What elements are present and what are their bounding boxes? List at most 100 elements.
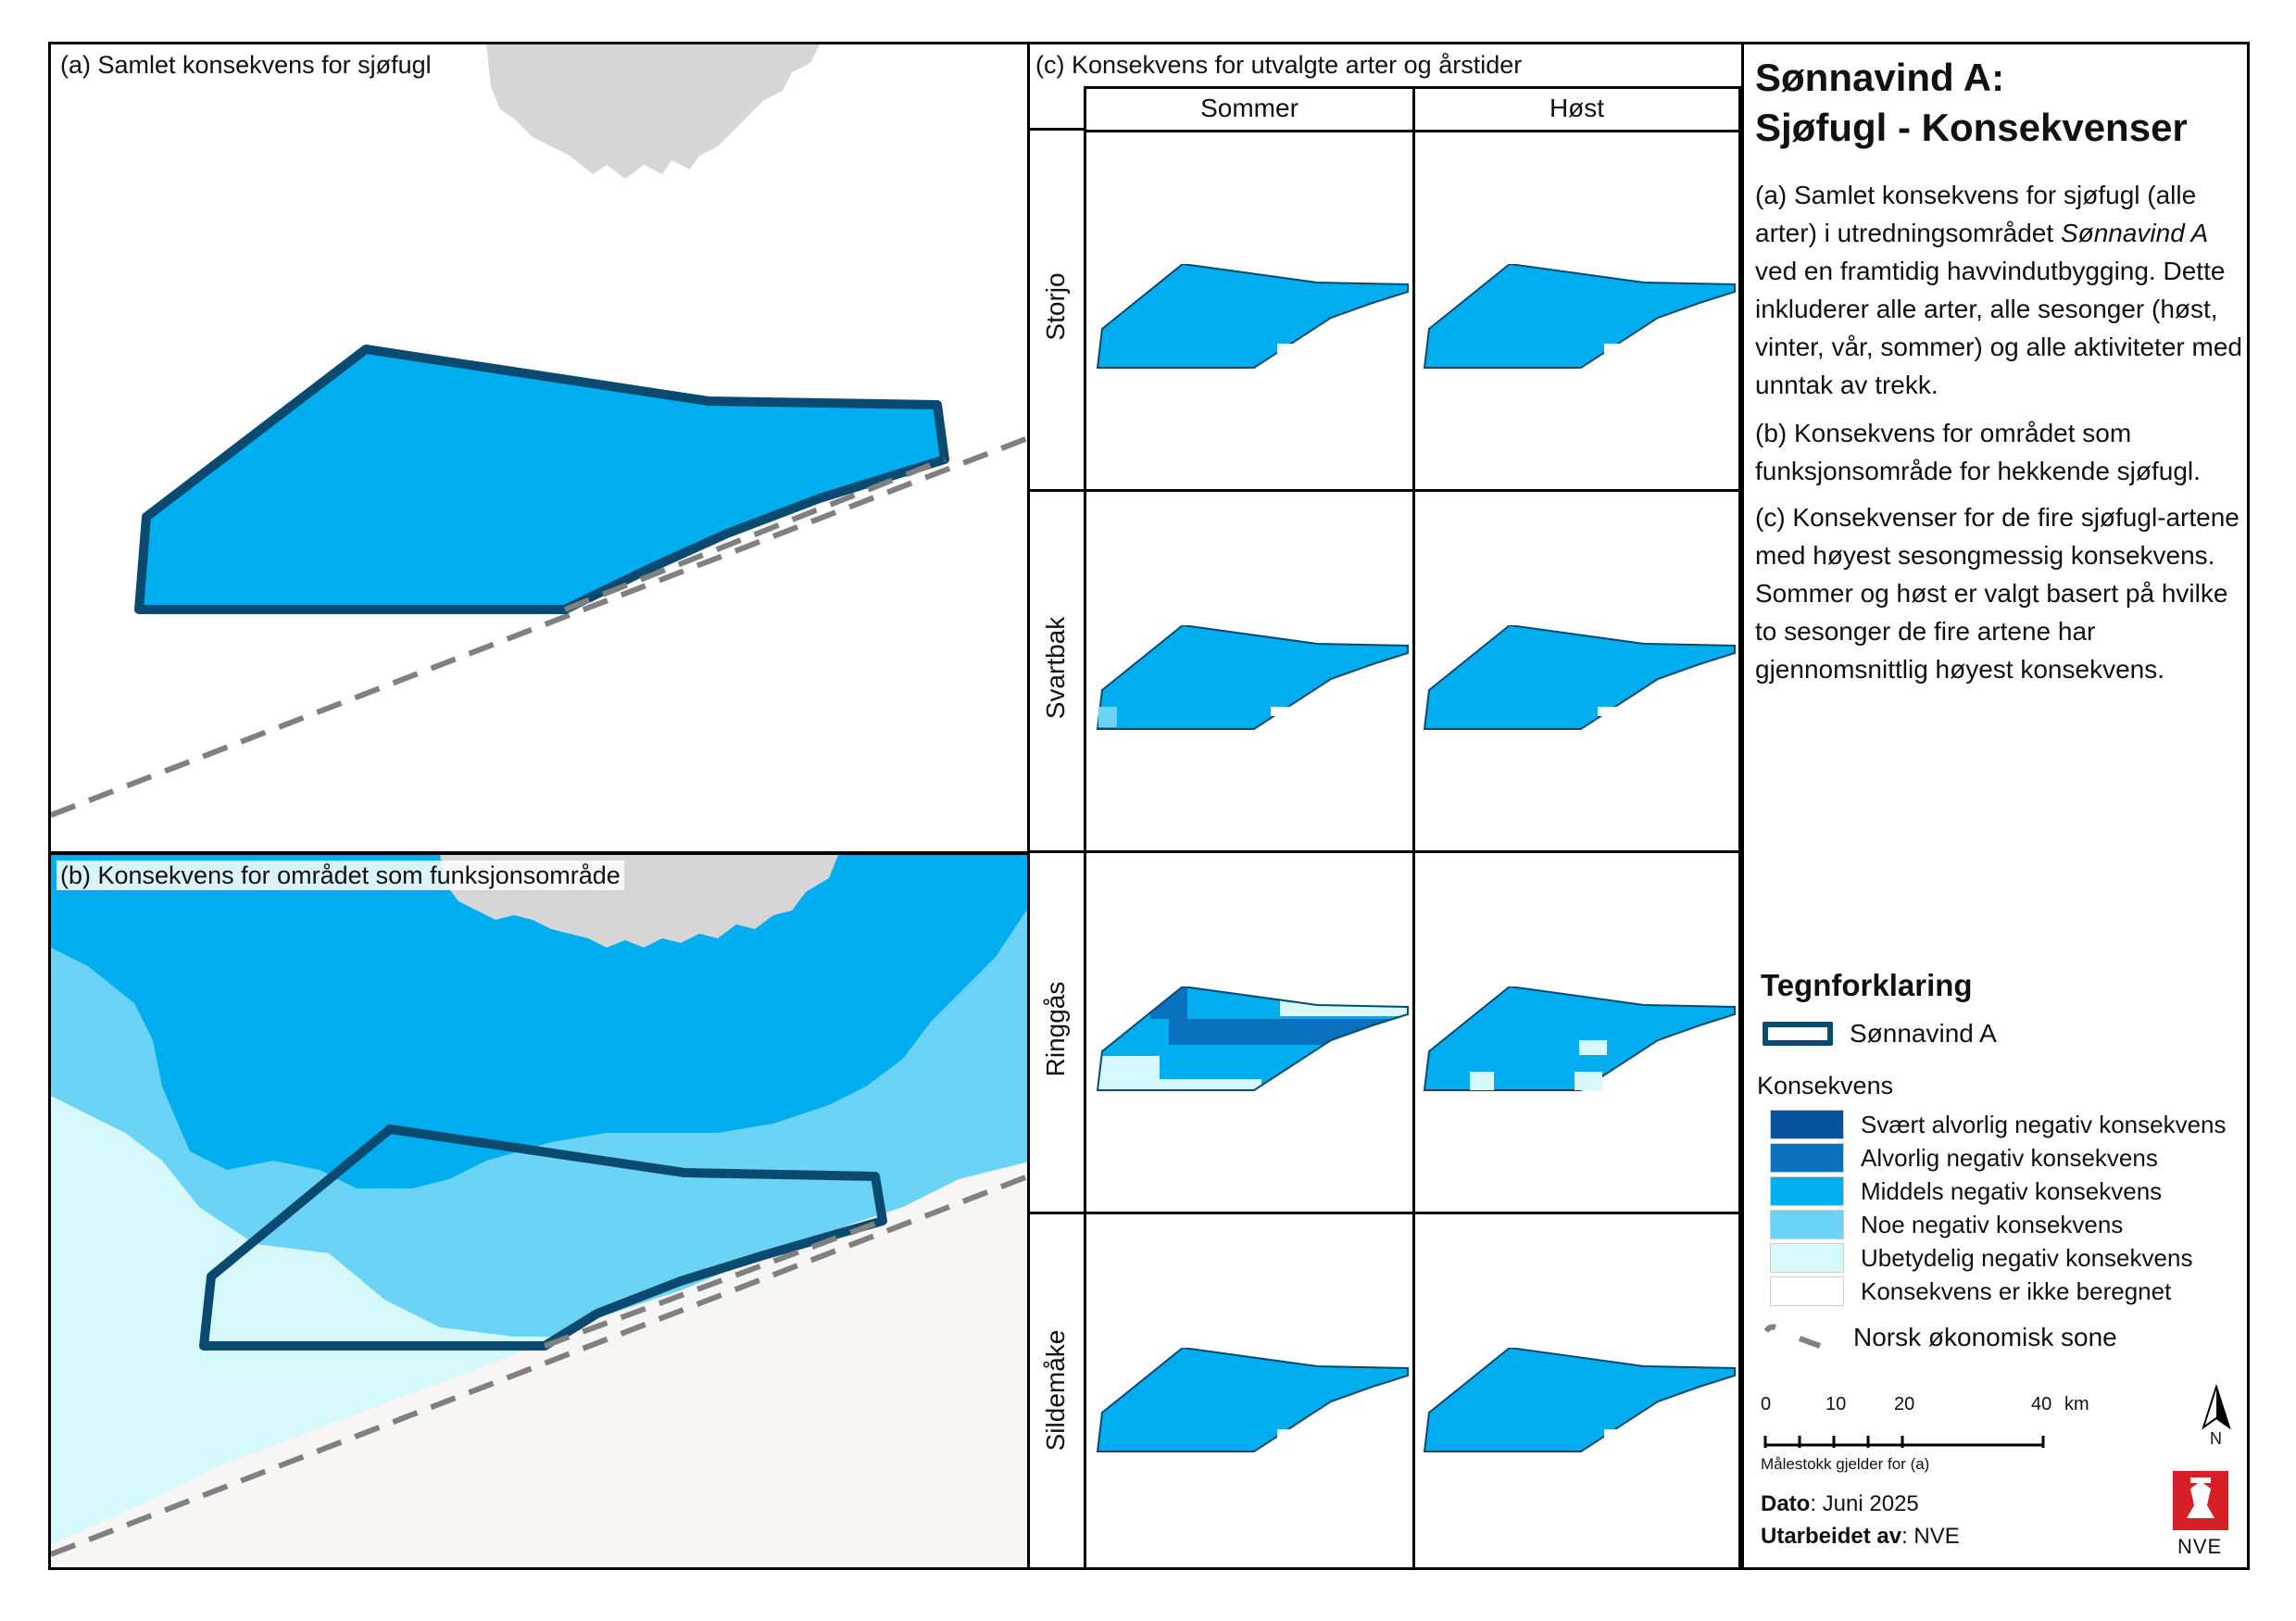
- eez-line-over-area: [563, 457, 947, 612]
- description-a-pre: (a) Samlet konsekvens for sjøfugl (alle …: [1755, 181, 2197, 247]
- description-b: (b) Konsekvens for området som funksjons…: [1755, 419, 2201, 485]
- legend-swatch: [1770, 1176, 1844, 1206]
- panel-a-canvas: [51, 44, 1027, 818]
- map-ringgas-sommer: [1096, 986, 1409, 1091]
- grid-line: [1028, 850, 1741, 853]
- eez-line: [51, 435, 1027, 818]
- legend-class-label: Alvorlig negativ konsekvens: [1861, 1143, 2158, 1172]
- nve-logo-text: NVE: [2177, 1535, 2223, 1558]
- panel-c-grid: (c) Konsekvens for utvalgte arter og års…: [1028, 42, 1741, 1570]
- scale-tick-10: 10: [1826, 1394, 1847, 1414]
- scale-tick-0: 0: [1761, 1394, 1772, 1414]
- scale-tick-40: 40: [2031, 1394, 2052, 1414]
- legend-class-label: Middels negativ konsekvens: [1861, 1176, 2163, 1205]
- legend-swatch: [1770, 1110, 1844, 1139]
- north-arrow-icon: [2202, 1383, 2231, 1430]
- legend-title: Tegnforklaring: [1761, 968, 1973, 1002]
- not-calculated-cell: [1604, 1429, 1623, 1440]
- north-arrow: N: [2198, 1383, 2235, 1450]
- grid-line: [1412, 86, 1415, 1570]
- legend-area-label: Sønnavind A: [1850, 1019, 1997, 1048]
- title-line-1: Sønnavind A:: [1755, 56, 2005, 99]
- nve-logo: NVE: [2170, 1468, 2231, 1561]
- not-calculated-cell: [1277, 344, 1296, 357]
- legend-class-label: Ubetydelig negativ konsekvens: [1861, 1243, 2193, 1272]
- legend-class-label: Konsekvens er ikke beregnet: [1861, 1276, 2172, 1305]
- legend-area: Sønnavind A: [1763, 1019, 1997, 1049]
- middels-region: [51, 855, 1027, 1188]
- page-title: Sønnavind A: Sjøfugl - Konsekvenser: [1755, 53, 2188, 153]
- eez-line: [51, 1174, 1027, 1557]
- legend-swatch: [1770, 1210, 1844, 1239]
- map-sildemake-host: [1423, 1348, 1736, 1452]
- panel-a-title: (a) Samlet konsekvens for sjøfugl: [56, 50, 435, 80]
- author-line: Utarbeidet av: NVE: [1761, 1524, 1960, 1550]
- nve-logo-emblem: [2173, 1471, 2228, 1530]
- outside-sea-region: [51, 1162, 1027, 1567]
- legend-swatch: [1770, 1243, 1844, 1273]
- legend-class: Noe negativ konsekvens: [1770, 1210, 2123, 1239]
- sonnavind-a-outline: [199, 1125, 887, 1351]
- map-ringgas-host: [1423, 986, 1736, 1091]
- description-a-italic: Sønnavind A: [2060, 219, 2209, 247]
- map-svartbak-host: [1423, 625, 1736, 730]
- map-storjo-sommer: [1096, 264, 1409, 369]
- panel-c-title: (c) Konsekvens for utvalgte arter og års…: [1035, 51, 1523, 79]
- map-storjo-host: [1423, 264, 1736, 369]
- author-value: : NVE: [1901, 1524, 1960, 1549]
- date-line: Dato: Juni 2025: [1761, 1491, 1919, 1517]
- north-label: N: [2210, 1429, 2222, 1448]
- map-svartbak-sommer: [1096, 625, 1409, 730]
- description-a-post: ved en framtidig havvindutbygging. Dette…: [1755, 257, 2242, 399]
- scale-bar: 0 10 20 40 km Målestokk gjelder for (a): [1761, 1394, 2089, 1473]
- scale-note: Målestokk gjelder for (a): [1761, 1455, 1930, 1473]
- eez-line-over-area: [543, 1218, 885, 1349]
- legend-class-label: Noe negativ konsekvens: [1861, 1210, 2124, 1238]
- panel-b-title: (b) Konsekvens for området som funksjons…: [56, 861, 624, 890]
- coastline-land: [486, 44, 820, 179]
- column-header-sommer: Sommer: [1200, 94, 1299, 122]
- map-sildemake-sommer: [1096, 1348, 1409, 1452]
- legend-class: Ubetydelig negativ konsekvens: [1770, 1243, 2192, 1273]
- row-header-svartbak: Svartbak: [1041, 616, 1070, 720]
- side-panel: Sønnavind A: Sjøfugl - Konsekvenser (a) …: [1741, 42, 2250, 1570]
- legend-eez-symbol: [1764, 1324, 1822, 1349]
- legend-class: Konsekvens er ikke beregnet: [1770, 1276, 2171, 1306]
- legend-konsekvens-heading: Konsekvens: [1757, 1072, 1894, 1100]
- description-a: (a) Samlet konsekvens for sjøfugl (alle …: [1755, 176, 2246, 404]
- legend-class: Alvorlig negativ konsekvens: [1770, 1143, 2158, 1173]
- ubetydelig-cell: [1579, 1040, 1607, 1055]
- panel-b-canvas: [51, 855, 1027, 1567]
- row-header-sildemake: Sildemåke: [1041, 1329, 1070, 1451]
- row-header-storjo: Storjo: [1041, 272, 1070, 341]
- grid-line: [1028, 128, 1084, 131]
- legend-area-symbol: [1763, 1022, 1833, 1046]
- ubetydelig-cell: [1470, 1072, 1494, 1090]
- scale-tick-20: 20: [1894, 1394, 1915, 1414]
- not-calculated-cell: [1604, 344, 1623, 357]
- grid-line: [1028, 1212, 1741, 1214]
- noe-cell: [1098, 707, 1117, 727]
- row-header-ringgas: Ringgås: [1041, 981, 1070, 1077]
- grid-line: [1084, 86, 1086, 1570]
- date-value: : Juni 2025: [1810, 1491, 1919, 1516]
- grid-line: [1028, 489, 1741, 492]
- sonnavind-a-area: [134, 345, 949, 614]
- legend-eez: Norsk økonomisk sone: [1764, 1322, 2117, 1353]
- not-calculated-cell: [1598, 707, 1624, 716]
- panel-b-map: (b) Konsekvens for området som funksjons…: [48, 852, 1030, 1570]
- legend-swatch: [1770, 1276, 1844, 1306]
- legend-class: Middels negativ konsekvens: [1770, 1176, 2162, 1206]
- column-header-host: Høst: [1549, 94, 1605, 122]
- title-line-2: Sjøfugl - Konsekvenser: [1755, 106, 2188, 149]
- author-label: Utarbeidet av: [1761, 1524, 1902, 1549]
- scale-unit: km: [2064, 1394, 2089, 1414]
- not-calculated-cell: [1271, 707, 1297, 716]
- legend-class-label: Svært alvorlig negativ konsekvens: [1861, 1110, 2227, 1138]
- grid-line: [1738, 86, 1741, 1570]
- date-label: Dato: [1761, 1491, 1811, 1516]
- not-calculated-cell: [1277, 1429, 1296, 1440]
- scale-bar-graphic: [1763, 1436, 2045, 1448]
- legend-eez-label: Norsk økonomisk sone: [1853, 1323, 2117, 1351]
- legend-class: Svært alvorlig negativ konsekvens: [1770, 1110, 2227, 1139]
